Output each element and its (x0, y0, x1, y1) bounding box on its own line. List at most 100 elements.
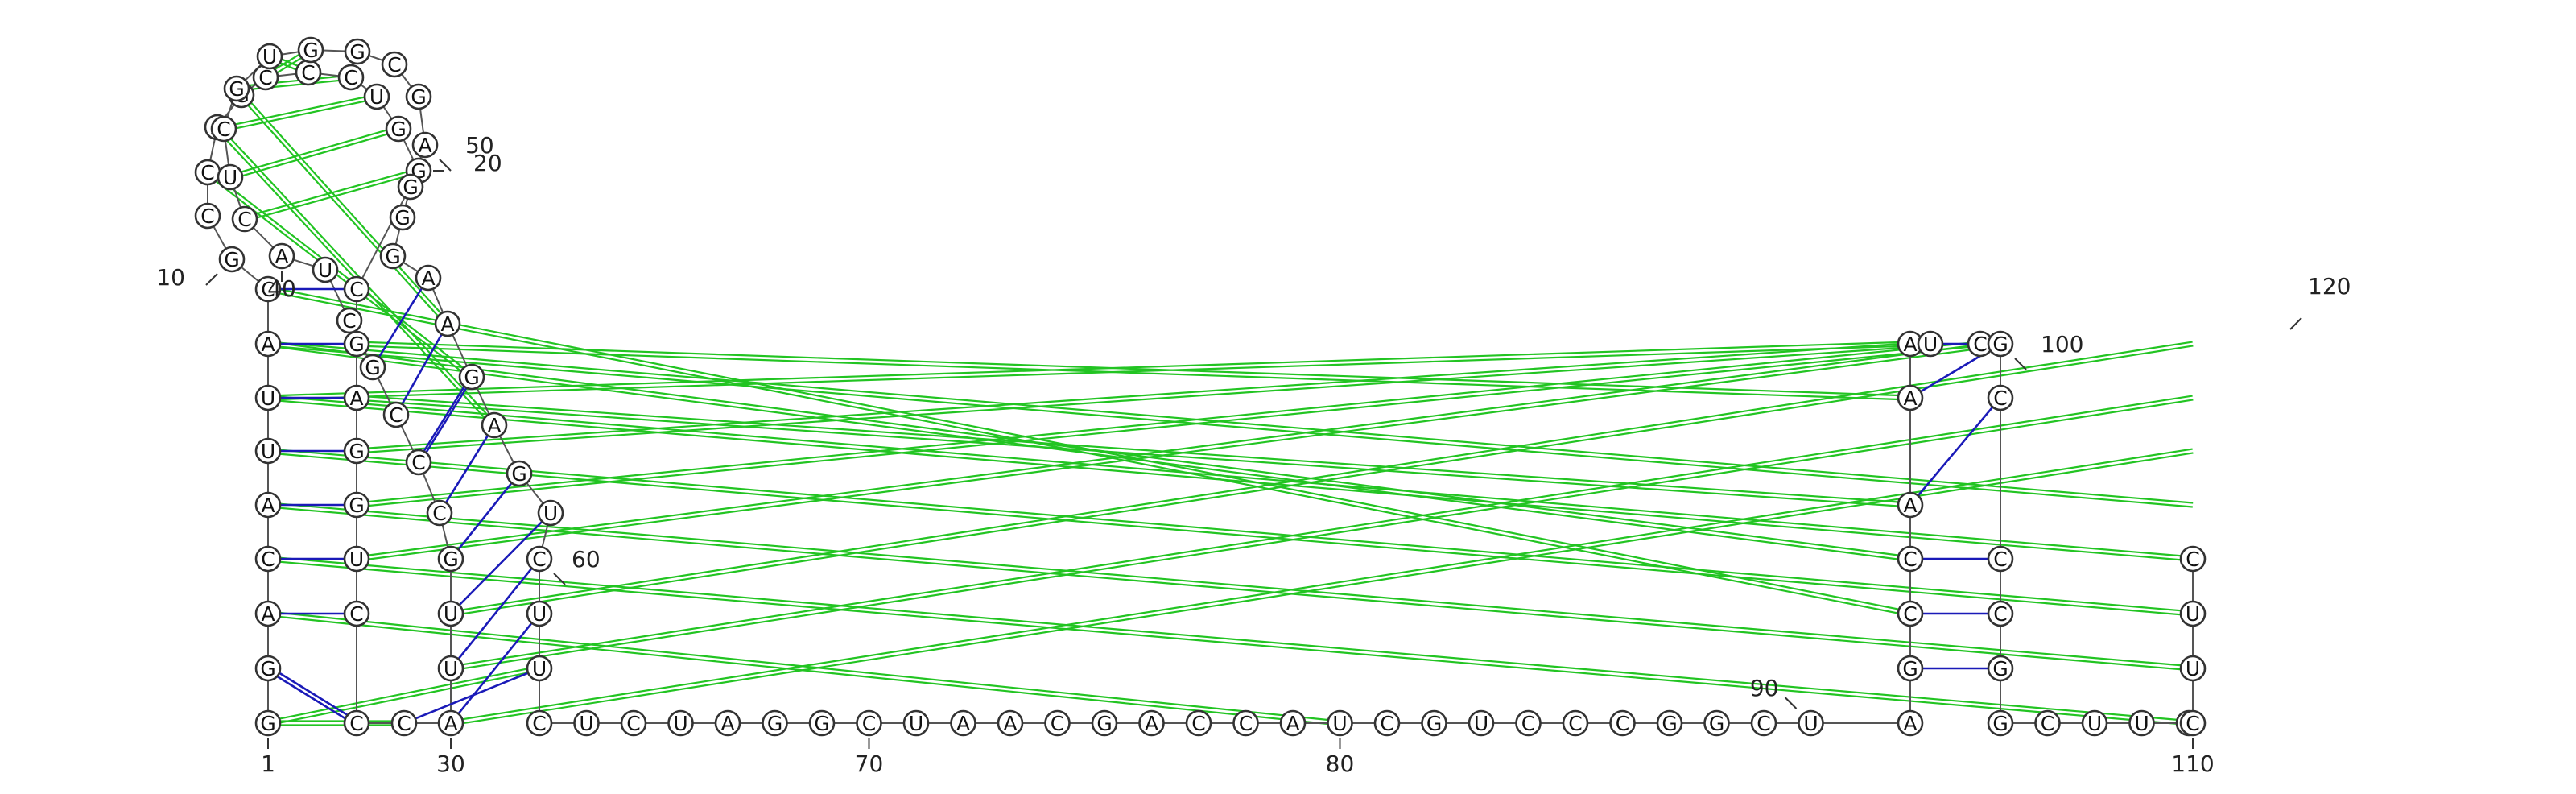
nucleotide: A (952, 711, 976, 735)
nucleotide-letter: G (224, 248, 239, 271)
nucleotide-letter: A (418, 134, 431, 157)
nucleotide-letter: A (1903, 494, 1917, 517)
nucleotide-letter: U (2134, 712, 2149, 735)
nucleotide: G (345, 439, 369, 463)
nucleotide-letter: U (223, 166, 237, 189)
nucleotide: A (1898, 493, 1922, 517)
nucleotide-letter: G (814, 712, 829, 735)
nucleotide: C (339, 65, 363, 89)
nucleotide-letter: U (543, 502, 558, 525)
nucleotide: C (1988, 547, 2013, 571)
nucleotide-letter: A (261, 602, 275, 626)
nucleotide-letter: C (532, 712, 546, 735)
nucleotide: C (1988, 386, 2013, 410)
nucleotide: C (1898, 547, 1922, 571)
numbering-label: 30 (436, 738, 465, 777)
nucleotide-letter: U (1923, 333, 1938, 356)
nucleotide-letter: G (411, 85, 426, 109)
nucleotide: C (1898, 602, 1922, 626)
nucleotide: C (1611, 711, 1635, 735)
nucleotide: U (1799, 711, 1823, 735)
nucleotide-letter: A (421, 267, 435, 290)
nucleotide: U (1328, 711, 1352, 735)
nucleotide: G (220, 247, 244, 271)
nucleotide-letter: A (349, 387, 363, 410)
nucleotide: C (196, 204, 220, 228)
nucleotide: G (345, 39, 369, 64)
nucleotide: U (2083, 711, 2107, 735)
nucleotide: C (1752, 711, 1776, 735)
nucleotide-letter: C (349, 602, 363, 626)
svg-text:30: 30 (436, 751, 465, 777)
nucleotide-letter: G (1992, 333, 2008, 356)
numbering-label: 120 (2290, 273, 2351, 329)
nucleotide: U (365, 85, 389, 109)
nucleotide-letter: C (1239, 712, 1253, 735)
nucleotide: A (1898, 711, 1922, 735)
nucleotide: C (345, 602, 369, 626)
nucleotide: C (2181, 711, 2205, 735)
numbering-label: 10 (156, 264, 217, 291)
nucleotide-letter: C (532, 548, 546, 571)
svg-text:50: 50 (465, 132, 494, 159)
nucleotide-letter: G (260, 657, 275, 680)
nucleotide: G (507, 461, 531, 486)
nucleotide-letter: G (229, 77, 244, 101)
numbering-label: 110 (2171, 738, 2214, 777)
nucleotide-letter: A (720, 712, 734, 735)
svg-text:10: 10 (156, 264, 185, 291)
nucleotide-letter: U (909, 712, 923, 735)
svg-text:90: 90 (1750, 675, 1779, 701)
nucleotide: G (345, 493, 369, 517)
nucleotide-letter: G (767, 712, 782, 735)
nucleotide-letter: U (2186, 657, 2200, 680)
nucleotide-letter: U (2186, 602, 2200, 626)
nucleotide-letter: C (1616, 712, 1629, 735)
nucleotide: G (256, 656, 280, 680)
non-canonical-interaction-layer (206, 48, 2193, 726)
nucleotide-letter: G (1709, 712, 1724, 735)
nucleotide-letter: C (432, 502, 446, 525)
nucleotide: A (270, 244, 294, 268)
non-canonical-interaction (357, 396, 1910, 507)
nucleotide-letter: U (673, 712, 687, 735)
nucleotide: G (256, 711, 280, 735)
nucleotide: A (345, 386, 369, 410)
nucleotide-letter: U (261, 387, 275, 410)
nucleotide: G (460, 365, 484, 389)
nucleotide: G (361, 355, 385, 379)
nucleotide-letter: U (262, 45, 277, 68)
nucleotide-letter: A (261, 494, 275, 517)
nucleotide-letter: G (464, 366, 479, 389)
nucleotide-letter: C (1191, 712, 1205, 735)
nucleotide-letter: C (1051, 712, 1064, 735)
nucleotide: U (258, 44, 282, 68)
nucleotide-letter: U (1803, 712, 1818, 735)
nucleotide: G (810, 711, 834, 735)
nucleotide-letter: A (444, 712, 457, 735)
svg-text:110: 110 (2171, 751, 2214, 777)
nucleotide-letter: C (1993, 602, 2007, 626)
nucleotide: G (225, 77, 249, 101)
nucleotide: G (345, 332, 369, 356)
nucleotide-letter: G (390, 118, 406, 141)
nucleotide: A (1898, 386, 1922, 410)
nucleotide-letter: G (511, 462, 526, 486)
nucleotide-letter: U (532, 657, 547, 680)
svg-text:80: 80 (1326, 751, 1355, 777)
nucleotide-letter: G (385, 245, 400, 268)
non-canonical-interaction (229, 127, 398, 180)
nucleotide-letter: G (1902, 657, 1918, 680)
nucleotide: U (1918, 332, 1942, 356)
nucleotide: C (1234, 711, 1258, 735)
nucleotide: C (392, 711, 416, 735)
nucleotide-letter: A (1003, 712, 1017, 735)
nucleotide: G (1705, 711, 1729, 735)
nucleotide: A (482, 413, 506, 437)
nucleotide: C (1563, 711, 1587, 735)
numbering-label: 1 (261, 738, 275, 777)
nucleotide: C (2181, 547, 2205, 571)
nucleotide: A (1140, 711, 1164, 735)
nucleotide-letter: G (402, 176, 418, 199)
nucleotide-letter: U (369, 85, 384, 109)
